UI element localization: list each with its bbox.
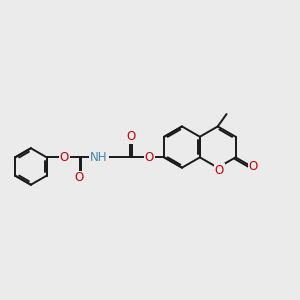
Text: O: O	[74, 172, 84, 184]
Text: O: O	[60, 151, 69, 164]
Text: O: O	[145, 151, 154, 164]
Text: O: O	[249, 160, 258, 173]
Text: O: O	[127, 130, 136, 143]
Text: O: O	[214, 164, 224, 176]
Text: NH: NH	[90, 151, 108, 164]
